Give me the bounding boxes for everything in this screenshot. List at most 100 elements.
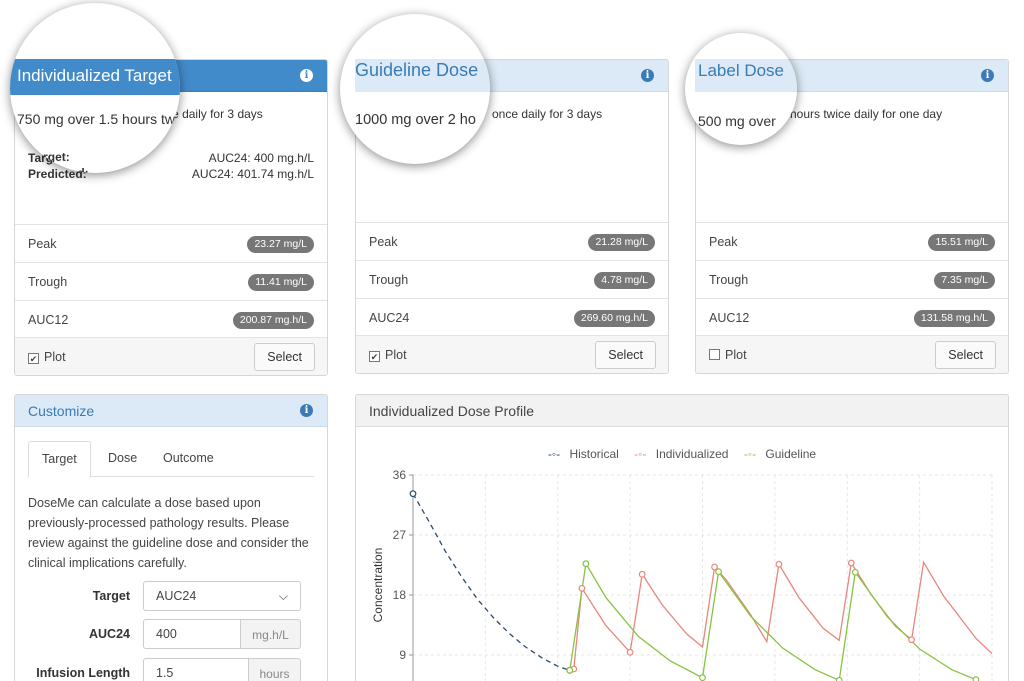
guideline-dose-card: Guideline Dose i once daily for 3 days P… [355,59,669,374]
y-tick-label: 27 [393,528,407,542]
chevron-down-icon: ⌵ [278,589,288,603]
predicted-label: Predicted: [28,167,87,181]
trough-row: Trough 11.41 mg/L [15,262,327,300]
data-point-guideline[interactable] [851,568,859,576]
select-button[interactable]: Select [935,341,996,369]
data-point-individualized[interactable] [711,563,718,571]
data-point-individualized[interactable] [847,559,855,567]
customize-tabs: Target Dose Outcome [28,441,314,478]
data-point-individualized[interactable] [638,570,646,578]
peak-label: Peak [28,237,57,251]
data-point-guideline[interactable] [566,666,574,674]
infusion-length-unit: hours [249,658,301,681]
auc24-label: AUC24 [89,627,130,641]
data-point-individualized[interactable] [908,636,915,644]
magnifier-label: Label Dose 500 mg over [685,33,797,145]
data-point-guideline[interactable] [699,674,706,681]
predicted-value: AUC24: 401.74 mg.h/L [191,167,314,181]
data-point-individualized[interactable] [775,560,783,568]
y-tick-label: 18 [393,588,407,602]
trough-badge: 4.78 mg/L [594,272,655,289]
data-point-individualized[interactable] [626,648,634,656]
dose-summary: hours twice daily for one day [696,92,1008,222]
dose-summary: once daily for 3 days [356,92,668,222]
info-icon[interactable]: i [641,69,654,82]
auc-label: AUC24 [369,311,410,325]
label-dose-card: Label Dose i hours twice daily for one d… [695,59,1009,374]
series-line-guideline [569,561,977,681]
target-select[interactable]: AUC24 ⌵ [143,581,301,611]
data-point-guideline[interactable] [715,568,722,576]
customize-title: Customize [28,403,95,419]
plot-label: Plot [385,348,407,362]
check-icon[interactable]: ✔ [28,353,39,364]
data-point-guideline[interactable] [835,676,843,681]
auc-row: AUC12 200.87 mg.h/L [15,300,327,338]
tab-dose[interactable]: Dose [108,451,138,465]
trough-badge: 7.35 mg/L [934,272,995,289]
plot-checkbox[interactable]: Plot [709,348,747,362]
info-icon[interactable]: i [300,69,313,82]
plot-label: Plot [725,348,747,362]
customize-panel: Customize i Target Dose Outcome DoseMe c… [14,394,328,681]
data-point-guideline[interactable] [582,560,590,568]
y-tick-label: 9 [399,648,406,662]
magnified-dose: 500 mg over [698,113,776,129]
magnified-title: Individualized Target [17,66,172,85]
tab-target[interactable]: Target [28,441,91,478]
chart-legend: -◦- Historical -◦- Individualized -◦- Gu… [356,447,1008,461]
select-button[interactable]: Select [595,341,656,369]
series-line-historical [412,493,571,671]
dose-profile-header: Individualized Dose Profile [356,395,1008,427]
infusion-length-label: Infusion Length [36,666,130,680]
legend-guideline[interactable]: -◦- Guideline [743,447,817,461]
magnified-predicted-label: Predicted: [30,166,89,173]
checkbox-box[interactable] [709,349,720,360]
target-value: AUC24: 400 mg.h/L [208,151,314,165]
auc-badge: 269.60 mg.h/L [573,310,655,327]
info-icon[interactable]: i [981,69,994,82]
magnified-dose: 750 mg over 1.5 hours twice daily for 3 … [17,111,180,127]
dose-description-tail: once daily for 3 days [492,107,603,121]
plot-checkbox[interactable]: ✔ Plot [28,350,66,364]
data-point-guideline[interactable] [972,676,980,681]
card-footer: ✔ Plot Select [15,337,327,375]
magnified-title: Guideline Dose [355,60,479,80]
auc-label: AUC12 [709,311,750,325]
magnifier-target: Individualized Target 750 mg over 1.5 ho… [10,3,180,173]
select-button[interactable]: Select [254,343,315,371]
trough-badge: 11.41 mg/L [248,274,314,291]
auc-label: AUC12 [28,313,69,327]
plot-checkbox[interactable]: ✔ Plot [369,348,407,362]
data-point-historical[interactable] [409,490,417,498]
magnified-target-label: Target: [30,150,70,164]
y-axis-label: Concentration [371,548,385,623]
legend-individualized[interactable]: -◦- Individualized [634,447,729,461]
peak-badge: 21.28 mg/L [588,234,655,251]
trough-row: Trough 7.35 mg/L [696,260,1008,298]
peak-row: Peak 21.28 mg/L [356,222,668,260]
peak-badge: 23.27 mg/L [247,236,314,253]
auc24-input[interactable]: 400 [143,619,241,649]
trough-label: Trough [28,275,68,289]
infusion-length-input[interactable]: 1.5 [143,658,249,681]
magnifier-guideline: Guideline Dose 1000 mg over 2 ho [340,14,490,164]
card-footer: ✔ Plot Select [356,335,668,373]
customize-description: DoseMe can calculate a dose based upon p… [28,496,309,570]
auc-row: AUC24 269.60 mg.h/L [356,298,668,336]
peak-badge: 15.51 mg/L [928,234,995,251]
concentration-chart: 9 18 27 36 Concentration [371,468,993,681]
predicted-row: Predicted: AUC24: 401.74 mg.h/L [28,167,314,181]
data-point-individualized[interactable] [578,584,586,592]
check-icon[interactable]: ✔ [369,351,380,362]
auc24-unit: mg.h/L [241,619,301,649]
tab-outcome[interactable]: Outcome [163,451,214,465]
info-icon[interactable]: i [300,404,313,417]
magnified-dose: 1000 mg over 2 ho [355,112,476,128]
legend-historical[interactable]: -◦- Historical [547,447,619,461]
customize-header: Customize i [15,395,327,427]
plot-label: Plot [44,350,66,364]
peak-row: Peak 15.51 mg/L [696,222,1008,260]
card-footer: Plot Select [696,335,1008,373]
target-select-value: AUC24 [156,589,197,603]
